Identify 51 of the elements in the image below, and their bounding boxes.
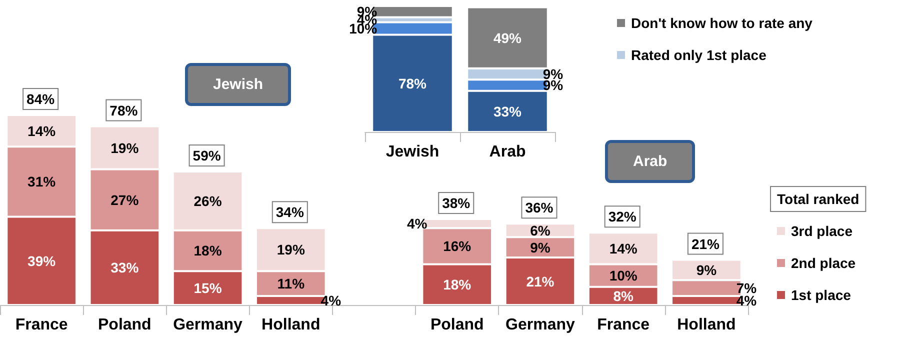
x-tick-label: Jewish (386, 144, 440, 160)
data-label: 18% (443, 276, 472, 293)
data-label: 15% (194, 280, 222, 296)
data-label: 26% (194, 192, 222, 209)
data-label: 49% (493, 30, 522, 46)
legend-label: 1st place (791, 287, 852, 303)
data-label: 19% (110, 140, 140, 156)
x-tick-label: Germany (173, 316, 243, 334)
data-label: 4% (406, 216, 428, 232)
total-label: 32% (608, 208, 637, 225)
data-label: 39% (28, 252, 56, 269)
x-tick-label: Arab (489, 144, 526, 160)
data-label: 19% (276, 242, 306, 258)
x-tick-label: France (15, 316, 68, 334)
data-label: 8% (613, 288, 634, 304)
data-label: 33% (493, 103, 522, 120)
data-label: 9% (696, 262, 718, 278)
legend-label: 2nd place (791, 255, 856, 271)
data-label: 16% (443, 238, 472, 254)
data-label: 11% (277, 276, 306, 292)
total-label: 84% (26, 91, 56, 107)
x-tick-label: Holland (262, 316, 320, 334)
total-label: 36% (525, 200, 554, 216)
group-tag: Arab (605, 140, 696, 183)
legend-label: 3rd place (791, 223, 853, 239)
legend-label: Don't know how to rate any (631, 15, 813, 31)
x-tick-label: Poland (430, 316, 484, 334)
data-label: 14% (28, 122, 56, 139)
data-label: 10% (609, 268, 638, 284)
total-label: 21% (691, 236, 720, 252)
data-label: 33% (110, 260, 140, 276)
x-tick-label: Poland (98, 316, 152, 334)
x-tick-label: France (597, 316, 650, 334)
legend-label: Rated only 1st place (631, 47, 767, 63)
data-label: 7% (736, 280, 758, 296)
data-label: 6% (530, 222, 551, 238)
data-label: 9% (530, 239, 551, 256)
data-label: 27% (110, 192, 140, 208)
legend-title: Total ranked (777, 191, 860, 207)
total-label: 38% (442, 195, 471, 212)
data-label: 31% (28, 174, 56, 190)
data-label: 18% (194, 242, 222, 259)
total-label: 78% (110, 102, 138, 118)
data-label: 78% (398, 75, 428, 92)
total-label: 59% (192, 148, 222, 164)
data-label: 14% (609, 240, 638, 256)
total-label: 34% (276, 204, 304, 220)
data-label: 21% (526, 273, 555, 290)
x-tick-label: Holland (677, 316, 736, 334)
x-tick-label: Germany (506, 316, 576, 334)
group-tag: Jewish (185, 63, 292, 106)
